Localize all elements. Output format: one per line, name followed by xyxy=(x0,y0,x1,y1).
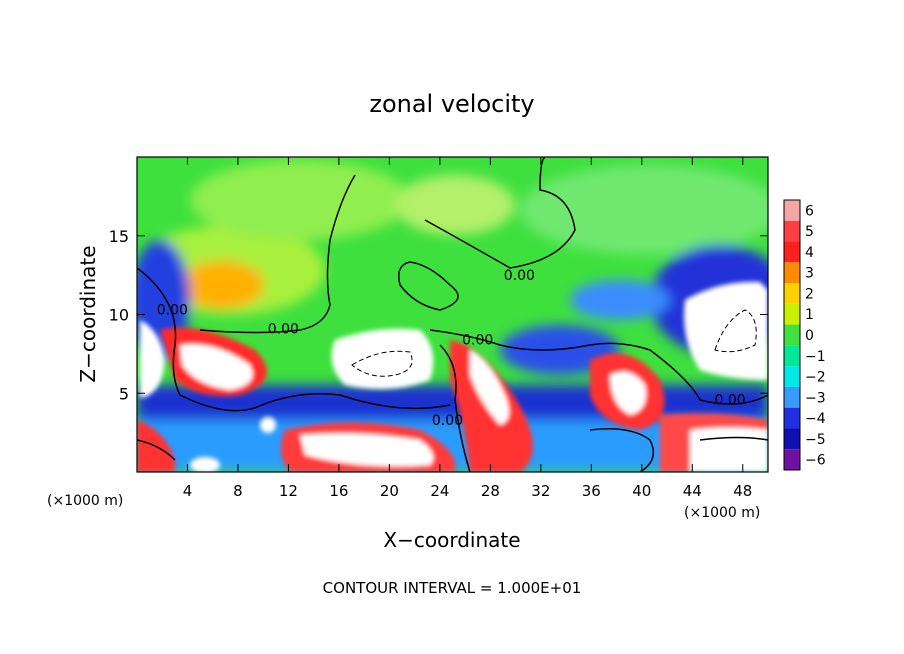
x-unit-label-right: (×1000 m) xyxy=(684,505,760,521)
colorbar-tick-label: −5 xyxy=(805,432,826,448)
x-unit-label-left: (×1000 m) xyxy=(47,493,123,509)
colorbar-swatch xyxy=(784,220,800,242)
colorbar-tick-label: 1 xyxy=(805,307,814,323)
contour-label: 0.00 xyxy=(715,392,746,408)
x-tick-label: 44 xyxy=(683,482,702,500)
colorbar-swatch xyxy=(784,324,800,346)
colorbar-frame xyxy=(783,199,801,471)
contour-interval-note: CONTOUR INTERVAL = 1.000E+01 xyxy=(323,579,582,597)
y-axis-title: Z−coordinate xyxy=(76,245,100,382)
colorbar-swatch xyxy=(784,407,800,429)
colorbar-swatch xyxy=(784,262,800,284)
colorbar-swatch xyxy=(784,449,800,470)
colorbar-swatch xyxy=(784,345,800,367)
chart-title: zonal velocity xyxy=(369,90,534,118)
contour-label: 0.00 xyxy=(432,413,463,429)
colorbar-swatch xyxy=(784,386,800,408)
colorbar-tick-label: −3 xyxy=(805,390,826,406)
contour-label: 0.00 xyxy=(157,303,188,319)
colorbar: 6 5 4 3 2 1 0 −1 −2 −3 −4 −5 −6 xyxy=(783,199,826,471)
colorbar-swatch xyxy=(784,303,800,325)
colorbar-swatch xyxy=(784,366,800,387)
colorbar-tick-label: 2 xyxy=(805,286,814,302)
velocity-field xyxy=(137,157,768,472)
colorbar-tick-label: −4 xyxy=(805,411,826,427)
colorbar-tick-label: −6 xyxy=(805,453,826,469)
x-tick-label: 36 xyxy=(582,482,601,500)
x-tick-label: 12 xyxy=(279,482,298,500)
colorbar-tick-label: 4 xyxy=(805,245,814,261)
y-tick-label: 5 xyxy=(119,384,129,403)
contour-label: 0.00 xyxy=(462,332,493,348)
contour-label: 0.00 xyxy=(504,268,535,284)
x-tick-label: 20 xyxy=(380,482,399,500)
colorbar-swatch xyxy=(784,428,800,450)
y-tick-label: 10 xyxy=(109,306,129,325)
contour-labels: 0.00 0.00 0.00 0.00 0.00 0.00 xyxy=(157,268,746,429)
x-tick-label: 16 xyxy=(329,482,348,500)
colorbar-tick-label: 0 xyxy=(805,328,814,344)
x-axis: 4 8 12 16 20 24 28 32 36 40 44 48 xyxy=(183,157,752,500)
colorbar-swatch xyxy=(784,283,800,304)
colorbar-swatch xyxy=(784,241,800,263)
x-axis-title: X−coordinate xyxy=(383,528,520,552)
y-axis: 5 10 15 xyxy=(109,227,768,403)
x-tick-label: 24 xyxy=(430,482,449,500)
colorbar-tick-label: 6 xyxy=(805,203,814,219)
colorbar-swatch xyxy=(784,200,800,221)
colorbar-tick-label: −2 xyxy=(805,370,826,386)
colorbar-tick-label: −1 xyxy=(805,349,826,365)
x-tick-label: 28 xyxy=(481,482,500,500)
x-tick-label: 48 xyxy=(733,482,752,500)
colorbar-tick-label: 5 xyxy=(805,224,814,240)
colorbar-tick-label: 3 xyxy=(805,266,814,282)
x-tick-label: 32 xyxy=(531,482,550,500)
x-tick-label: 40 xyxy=(632,482,651,500)
contour-label: 0.00 xyxy=(268,321,299,337)
y-tick-label: 15 xyxy=(109,227,129,246)
x-tick-label: 8 xyxy=(233,482,243,500)
x-tick-label: 4 xyxy=(183,482,193,500)
